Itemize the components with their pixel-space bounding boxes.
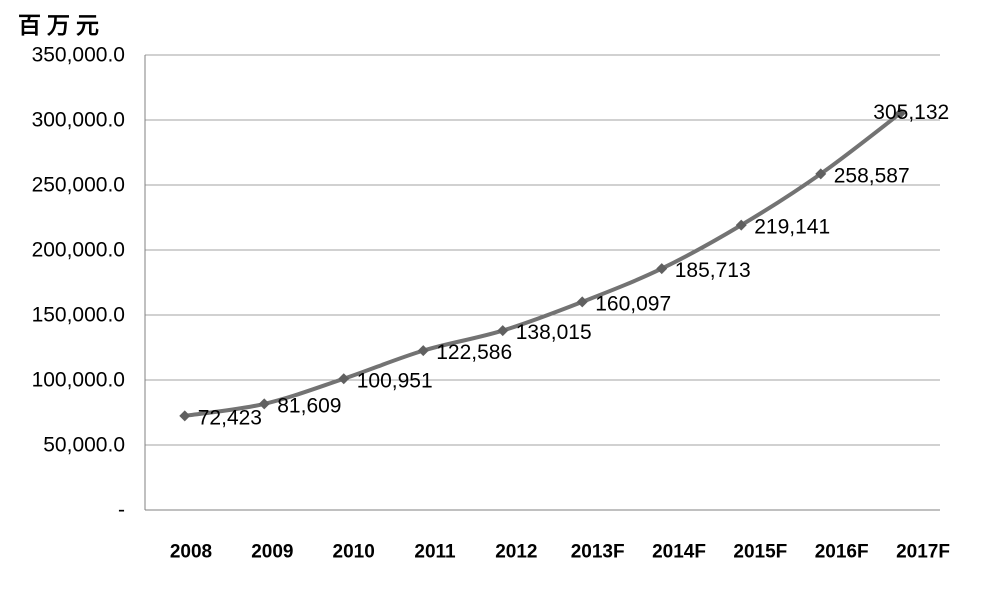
data-point-label: 258,587 bbox=[834, 164, 910, 187]
data-point-marker bbox=[656, 263, 668, 275]
data-point-label: 100,951 bbox=[357, 369, 433, 392]
x-tick-label: 2008 bbox=[170, 542, 212, 563]
y-tick-label: 100,000.0 bbox=[32, 369, 125, 392]
data-point-marker bbox=[576, 296, 588, 308]
y-tick-label: 300,000.0 bbox=[32, 109, 125, 132]
y-tick-label: 200,000.0 bbox=[32, 239, 125, 262]
data-point-label: 219,141 bbox=[754, 216, 830, 239]
data-point-label: 122,586 bbox=[436, 341, 512, 364]
x-tick-label: 2009 bbox=[251, 542, 293, 563]
data-point-marker bbox=[894, 107, 906, 119]
y-tick-label: 250,000.0 bbox=[32, 174, 125, 197]
series-line bbox=[182, 111, 903, 418]
y-tick-label: 50,000.0 bbox=[43, 434, 125, 457]
data-point-marker bbox=[735, 219, 747, 231]
data-point-marker bbox=[815, 168, 827, 180]
data-point-marker bbox=[179, 410, 191, 422]
data-point-label: 160,097 bbox=[595, 292, 671, 315]
x-tick-label: 2014F bbox=[652, 542, 706, 563]
data-point-marker bbox=[338, 373, 350, 385]
y-tick-label: 350,000.0 bbox=[32, 44, 125, 67]
x-tick-label: 2017F bbox=[896, 542, 950, 563]
data-point-label: 138,015 bbox=[516, 321, 592, 344]
data-point-label: 305,132 bbox=[873, 101, 949, 124]
y-tick-label: - bbox=[118, 499, 125, 522]
x-tick-label: 2013F bbox=[571, 542, 625, 563]
data-point-marker bbox=[417, 345, 429, 357]
x-tick-label: 2015F bbox=[733, 542, 787, 563]
data-point-label: 81,609 bbox=[277, 394, 341, 417]
y-tick-label: 150,000.0 bbox=[32, 304, 125, 327]
y-axis-unit-label: 百万元 bbox=[18, 12, 105, 39]
x-tick-label: 2011 bbox=[414, 542, 456, 563]
data-point-label: 185,713 bbox=[675, 259, 751, 282]
data-point-label: 72,423 bbox=[198, 406, 262, 429]
data-point-marker bbox=[497, 325, 509, 337]
x-tick-label: 2012 bbox=[495, 542, 537, 563]
x-tick-label: 2016F bbox=[815, 542, 869, 563]
data-point-marker bbox=[258, 398, 270, 410]
x-tick-label: 2010 bbox=[333, 542, 375, 563]
